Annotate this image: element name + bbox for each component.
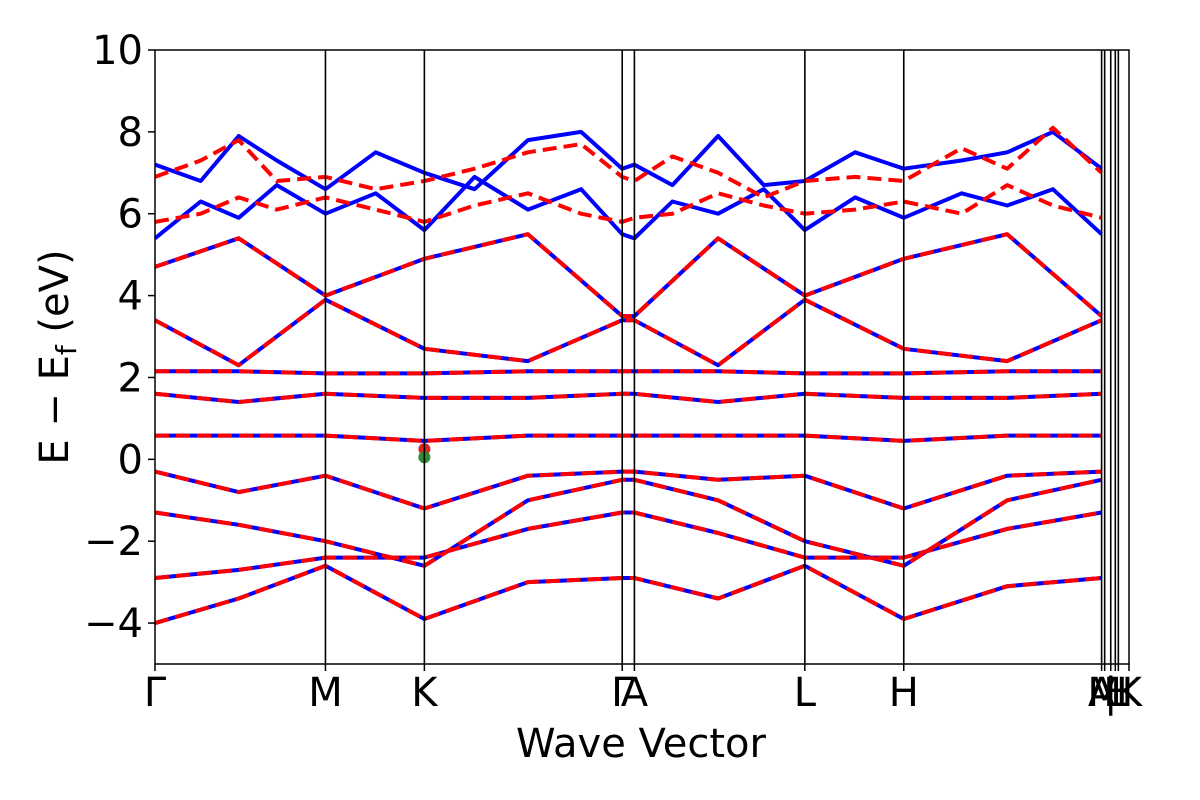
band-line-spin-down-7 bbox=[155, 297, 1103, 368]
plot-frame bbox=[154, 49, 1130, 665]
band-line-spin-down-10 bbox=[155, 183, 1103, 224]
y-axis-label-main: E − E bbox=[32, 355, 78, 465]
y-axis-label-subscript: f bbox=[50, 344, 83, 355]
band-line-spin-up-9 bbox=[155, 129, 1103, 192]
band-line-spin-up-1 bbox=[155, 510, 1102, 580]
x-tick-label-11: H bbox=[1103, 670, 1133, 716]
band-line-spin-down-3 bbox=[155, 469, 1102, 511]
band-line-spin-down-2 bbox=[155, 477, 1103, 568]
band-line-spin-up-10 bbox=[155, 174, 1103, 241]
x-tick-label-10: L bbox=[1104, 670, 1127, 716]
x-tick-label-2: K bbox=[411, 670, 439, 716]
band-line-spin-down-8 bbox=[155, 232, 1103, 319]
x-tick-label-8: M bbox=[1087, 670, 1122, 716]
x-axis-label: Wave Vector bbox=[516, 721, 767, 767]
band-line-spin-up-0 bbox=[155, 563, 1102, 626]
bands-layer bbox=[155, 125, 1103, 626]
y-tick-label-6: −2 bbox=[84, 519, 143, 565]
x-axis: Γ M K ΓA L H AM|LHK bbox=[144, 664, 1144, 716]
x-tick-label-6: H bbox=[889, 670, 919, 716]
band-line-spin-down-1 bbox=[155, 510, 1102, 580]
y-tick-label-3: 4 bbox=[118, 274, 143, 320]
kpoint-lines bbox=[324, 50, 1120, 664]
y-tick-label-2: 6 bbox=[118, 192, 143, 238]
y-axis: 10 8 6 4 2 0 −2 −4 bbox=[84, 28, 155, 647]
band-line-spin-down-5 bbox=[155, 391, 1102, 404]
band-line-spin-down-0 bbox=[155, 563, 1102, 626]
x-tick-label-7: A bbox=[1088, 670, 1116, 716]
x-tick-label-9: | bbox=[1104, 670, 1117, 716]
y-axis-label-unit: (eV) bbox=[32, 249, 78, 345]
y-tick-label-1: 8 bbox=[118, 110, 143, 156]
x-tick-label-12: K bbox=[1116, 670, 1144, 716]
x-tick-label-5: L bbox=[794, 670, 817, 716]
x-tick-label-3: Γ bbox=[611, 670, 634, 716]
y-tick-label-5: 0 bbox=[118, 437, 143, 483]
x-tick-label-1: M bbox=[308, 670, 343, 716]
band-line-spin-down-9 bbox=[155, 125, 1103, 200]
band-line-spin-down-6 bbox=[155, 369, 1102, 376]
y-tick-label-7: −4 bbox=[84, 601, 143, 647]
y-tick-label-4: 2 bbox=[118, 355, 143, 401]
x-tick-label-4: A bbox=[621, 670, 649, 716]
y-tick-label-0: 10 bbox=[92, 28, 143, 74]
y-axis-label: E − Ef (eV) bbox=[32, 249, 83, 464]
band-line-spin-down-4 bbox=[155, 433, 1102, 443]
x-tick-label-0: Γ bbox=[144, 670, 167, 716]
